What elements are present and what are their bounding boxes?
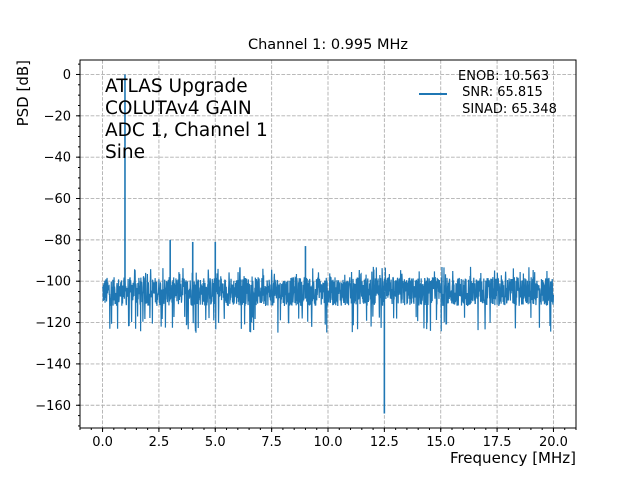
legend: ENOB: 10.563 SNR: 65.815 SINAD: 65.348 <box>419 69 557 117</box>
axes: 0.0 2.5 5.0 7.5 10.0 12.5 15.0 17.5 20.0 0 −20 −40 −… <box>35 59 577 450</box>
grid <box>80 60 576 428</box>
y-tick-label: −40 <box>44 151 71 166</box>
annotation-line-4: Sine <box>105 142 145 163</box>
y-tick-label: −140 <box>35 357 71 372</box>
y-tick-label: −80 <box>44 233 71 248</box>
psd-noise-trace <box>101 266 555 333</box>
x-tick-label: 7.5 <box>261 435 282 450</box>
legend-enob: ENOB: 10.563 <box>458 69 549 84</box>
y-axis-label: PSD [dB] <box>14 60 32 126</box>
x-axis-label: Frequency [MHz] <box>450 449 576 467</box>
x-tick-label: 20.0 <box>539 435 568 450</box>
x-tick-label: 10.0 <box>314 435 343 450</box>
annotation-line-1: ATLAS Upgrade <box>105 76 248 97</box>
x-tick-label: 12.5 <box>370 435 399 450</box>
chart-title: Channel 1: 0.995 MHz <box>248 37 408 53</box>
x-tick-label: 15.0 <box>426 435 455 450</box>
y-tick-label: −60 <box>44 192 71 207</box>
y-tick-label: 0 <box>63 68 71 83</box>
legend-sinad: SINAD: 65.348 <box>458 102 557 117</box>
y-tick-label: −100 <box>35 275 71 290</box>
y-tick-label: −120 <box>35 316 71 331</box>
data-series <box>101 74 555 414</box>
x-tick-label: 0.0 <box>92 435 113 450</box>
annotation-line-3: ADC 1, Channel 1 <box>105 120 268 141</box>
annotation-block: ATLAS Upgrade COLUTAv4 GAIN ADC 1, Chann… <box>105 76 268 163</box>
legend-snr: SNR: 65.815 <box>458 85 543 100</box>
x-tick-label: 5.0 <box>205 435 226 450</box>
y-tick-label: −20 <box>44 109 71 124</box>
x-tick-label: 17.5 <box>483 435 512 450</box>
y-tick-label: −160 <box>35 399 71 414</box>
annotation-line-2: COLUTAv4 GAIN <box>105 98 252 119</box>
x-tick-label: 2.5 <box>149 435 170 450</box>
